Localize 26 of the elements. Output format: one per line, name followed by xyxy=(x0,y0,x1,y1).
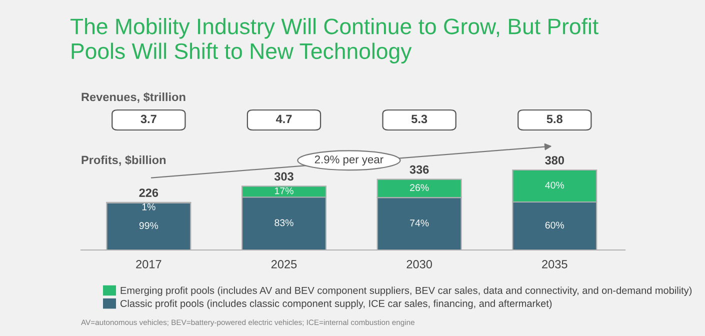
text: 5.8 xyxy=(546,114,562,124)
text: 5.3 xyxy=(411,114,428,124)
chart-title: The Mobility Industry Will Continue to Grow, But Profit Pools Will Shift to New Technology xyxy=(70,18,598,64)
x-tick-label: 2025 xyxy=(271,260,297,268)
text: 380 xyxy=(545,156,564,164)
text: 4.7 xyxy=(276,114,292,124)
annotation: 60% xyxy=(545,222,564,229)
text: 2.9% per year xyxy=(314,156,384,166)
x-tick-label: 2030 xyxy=(406,260,432,268)
annotation: 1% xyxy=(142,203,156,210)
legend-label: Classic profit pools (includes classic component supply, ICE car sales, financing, and aftermarket) xyxy=(120,300,552,309)
annotation: 40% xyxy=(545,182,564,189)
annotation: 17% xyxy=(274,187,294,194)
text: Revenues, $trillion xyxy=(82,92,186,103)
x-tick-label: 2035 xyxy=(542,260,568,268)
text: 3.7 xyxy=(140,114,156,124)
x-tick-label: 2017 xyxy=(136,260,162,268)
annotation: 83% xyxy=(274,219,294,226)
annotation: 303 xyxy=(274,172,294,181)
y-axis-title: Profits, $billion xyxy=(82,155,166,166)
annotation: 336 xyxy=(410,165,429,174)
legend-label: Emerging profit pools (includes AV and BEV component suppliers, BEV car sales, data and connectivity, and on-demand mobility) xyxy=(120,286,692,296)
annotation: 99% xyxy=(139,222,158,230)
annotation: 26% xyxy=(410,184,429,192)
annotation: 226 xyxy=(139,188,158,197)
annotation: 74% xyxy=(410,220,429,226)
